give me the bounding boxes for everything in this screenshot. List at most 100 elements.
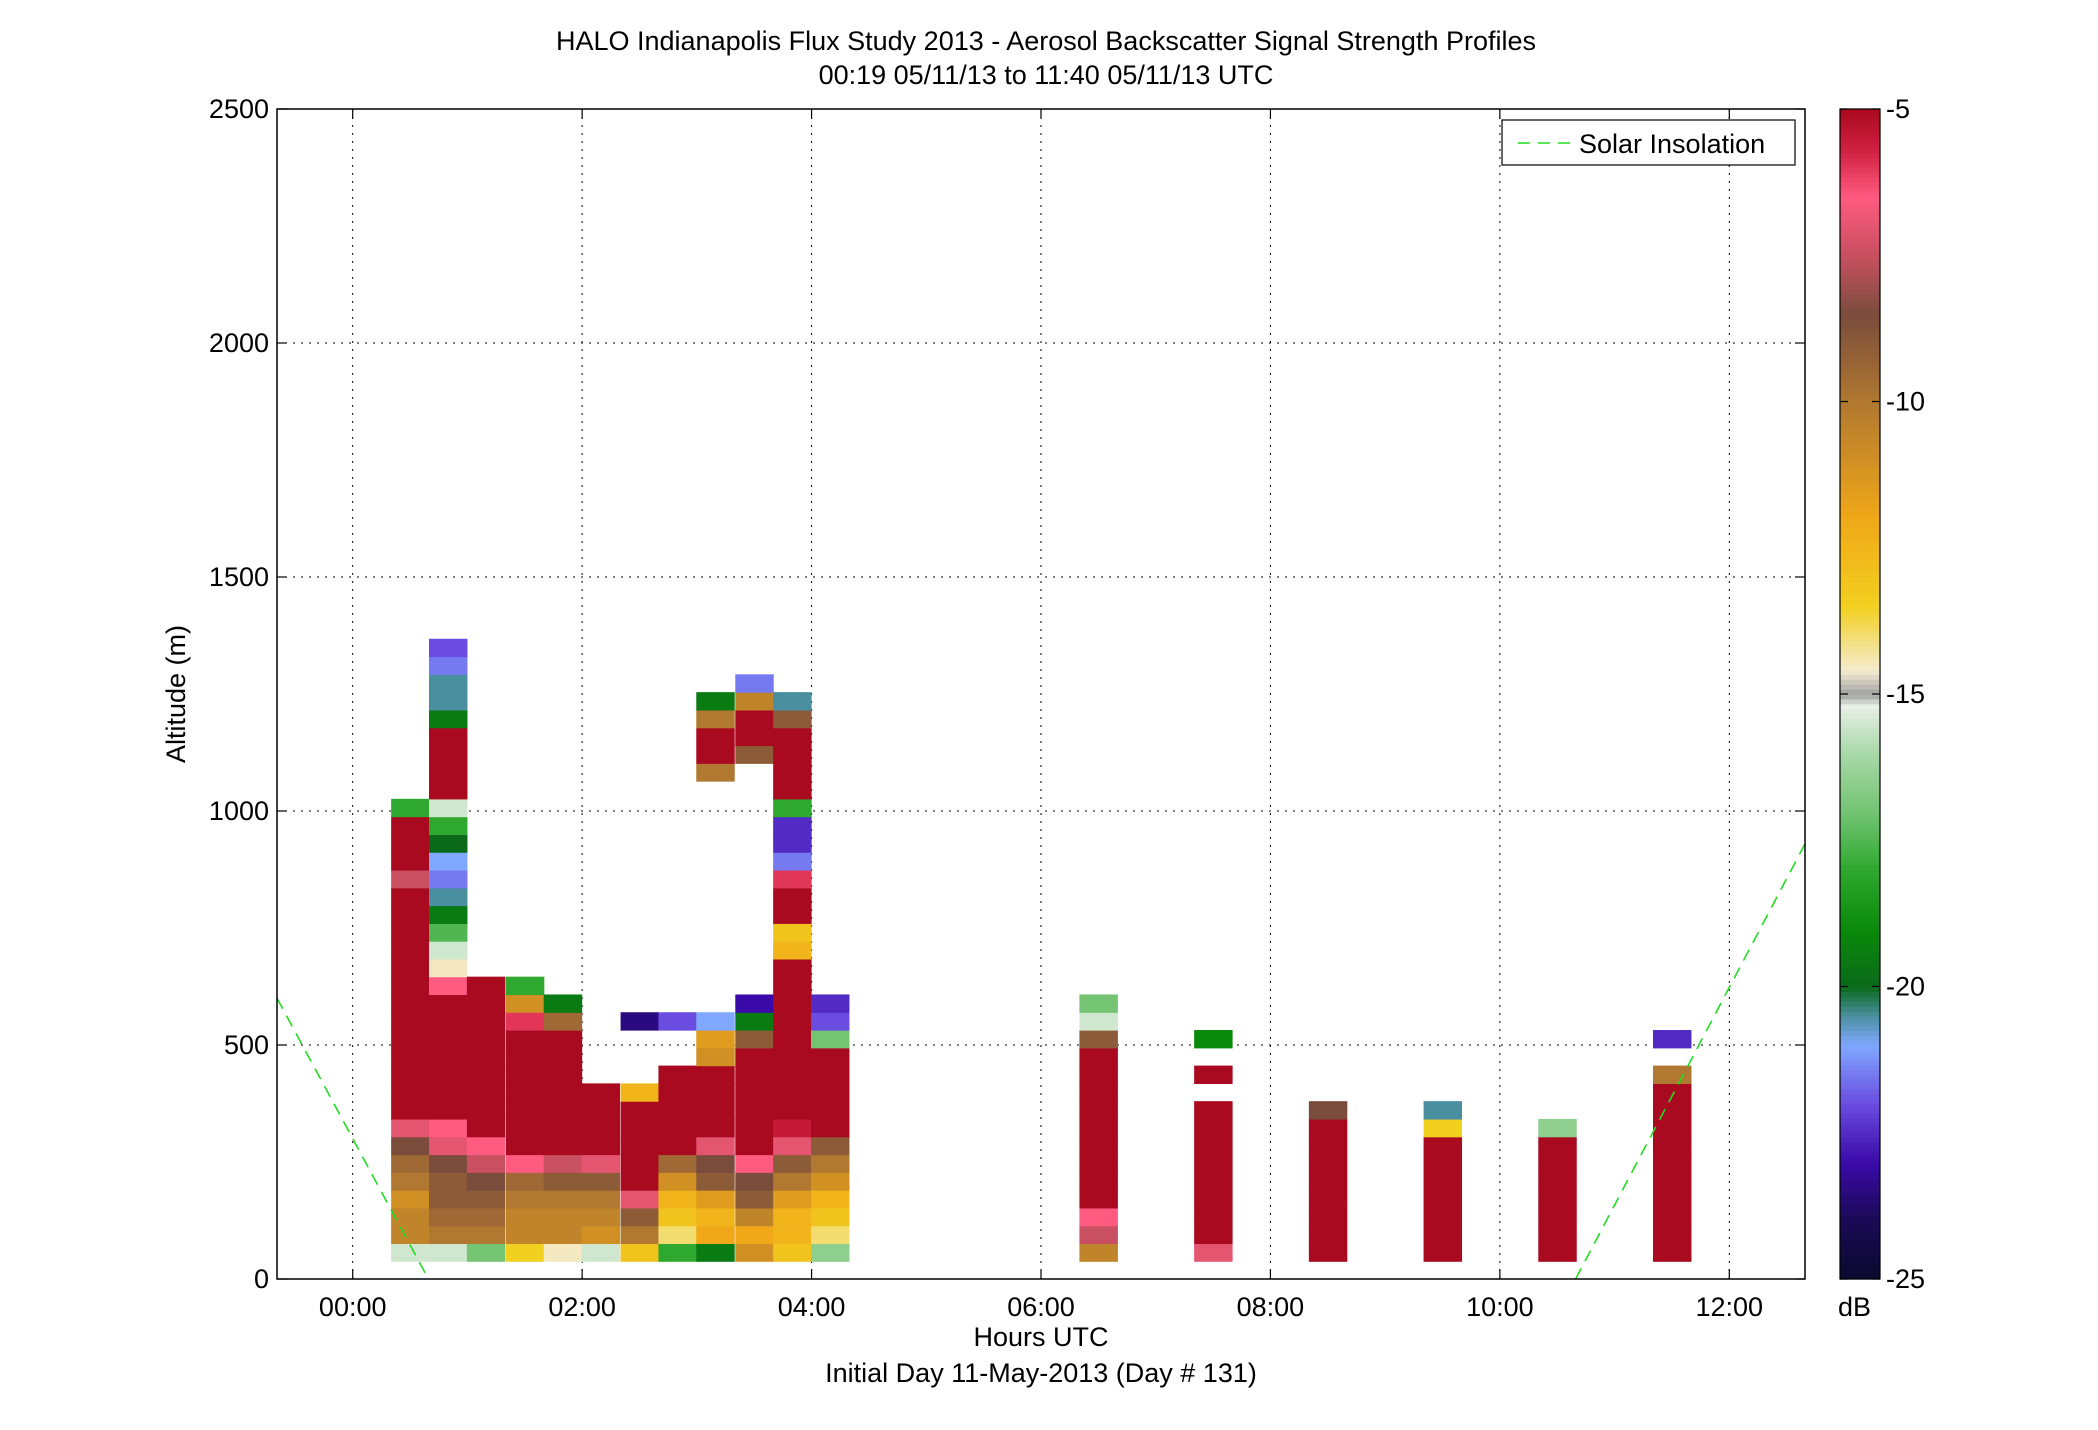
profile-cell: [466, 976, 506, 996]
colorbar-strip: [1840, 854, 1880, 861]
colorbar-strip: [1840, 971, 1880, 978]
profile-cell: [429, 763, 468, 782]
profile-cell: [696, 1190, 735, 1209]
colorbar-strip: [1840, 206, 1880, 212]
colorbar-strip: [1840, 903, 1880, 910]
profile-cell: [735, 1065, 774, 1084]
colorbar-strip: [1840, 299, 1880, 305]
profile-cell: [811, 1136, 850, 1156]
profile-cell: [773, 1154, 812, 1173]
profile-cell: [1538, 1225, 1577, 1245]
profile-cell: [391, 869, 430, 889]
colorbar-strip: [1840, 737, 1880, 744]
colorbar-strip: [1840, 952, 1880, 958]
profile-cell: [391, 976, 430, 996]
x-axis-label-secondary: Initial Day 11-May-2013 (Day # 131): [825, 1358, 1257, 1388]
colorbar-strip: [1840, 869, 1880, 875]
profile-cell: [773, 745, 812, 764]
colorbar-strip: [1840, 533, 1880, 539]
colorbar-strip: [1840, 323, 1880, 329]
profile-cell: [429, 1118, 468, 1138]
profile-cell: [429, 905, 468, 924]
colorbar-strip: [1840, 606, 1880, 612]
colorbar-strip: [1840, 172, 1880, 178]
profile-cell: [735, 1047, 774, 1067]
profile-cell: [1079, 1136, 1118, 1156]
profile-cell: [696, 1047, 735, 1067]
colorbar-strip: [1840, 357, 1880, 364]
profile-cell: [773, 1030, 812, 1049]
profile-cell: [391, 905, 430, 924]
profile-cell: [696, 1118, 735, 1138]
profile-cell: [1538, 1172, 1577, 1191]
profile-cell: [1538, 1243, 1577, 1262]
colorbar-strip: [1840, 133, 1880, 139]
legend-box: [1501, 119, 1796, 166]
profile-cell: [696, 1136, 735, 1156]
profile-cell: [620, 1172, 660, 1191]
profile-cell: [466, 1243, 506, 1262]
colorbar-strip: [1840, 294, 1880, 300]
profile-cell: [466, 1083, 506, 1102]
colorbar-strip: [1840, 1010, 1880, 1017]
colorbar-strip: [1840, 1079, 1880, 1085]
profile-cell: [1194, 1118, 1233, 1138]
colorbar-strip: [1840, 898, 1880, 905]
profile-cell: [773, 1065, 812, 1084]
colorbar-strip: [1840, 986, 1880, 992]
profile-cell: [466, 1225, 506, 1245]
colorbar-strip: [1840, 362, 1880, 368]
profile-cell: [773, 1207, 812, 1227]
profile-cell: [429, 1225, 468, 1245]
y-tick-label: 1000: [209, 796, 269, 826]
colorbar-strip: [1840, 918, 1880, 924]
colorbar-strip: [1840, 635, 1880, 641]
colorbar-strip: [1840, 508, 1880, 515]
profile-cell: [505, 1172, 545, 1191]
colorbar-strip: [1840, 386, 1880, 393]
colorbar-strip: [1840, 781, 1880, 788]
profile-cell: [620, 1118, 660, 1138]
profile-cell: [1423, 1101, 1463, 1120]
colorbar-strip: [1840, 157, 1880, 164]
profile-cell: [811, 1154, 850, 1173]
colorbar-strip: [1840, 859, 1880, 866]
profile-cell: [543, 1101, 583, 1120]
colorbar-strip: [1840, 1020, 1880, 1027]
colorbar-strip: [1840, 815, 1880, 822]
profile-cell: [429, 1030, 468, 1049]
profile-cell: [735, 1118, 774, 1138]
colorbar-strip: [1840, 1113, 1880, 1119]
colorbar-strip: [1840, 879, 1880, 885]
colorbar-strip: [1840, 1103, 1880, 1109]
colorbar-strip: [1840, 1269, 1880, 1275]
colorbar-strip: [1840, 279, 1880, 286]
profile-cell: [391, 1101, 430, 1120]
profile-cell: [1079, 1101, 1118, 1120]
colorbar-strip: [1840, 723, 1880, 729]
colorbar-strip: [1840, 523, 1880, 529]
profile-cell: [1079, 1012, 1118, 1031]
colorbar-strip: [1840, 791, 1880, 797]
colorbar-strip: [1840, 401, 1880, 407]
profile-cell: [773, 905, 812, 924]
colorbar-strip: [1840, 923, 1880, 929]
solar-insolation-lines: [276, 843, 1806, 1280]
profile-cell: [505, 1136, 545, 1156]
profile-cell: [429, 1207, 468, 1227]
profile-cell: [811, 1243, 850, 1262]
colorbar-strip: [1840, 226, 1880, 232]
colorbar-strip: [1840, 557, 1880, 563]
profile-cell: [696, 1172, 735, 1191]
profile-cell: [658, 1136, 697, 1156]
profile-cell: [391, 852, 430, 871]
colorbar-strip: [1840, 333, 1880, 339]
colorbar-strip: [1840, 1030, 1880, 1036]
colorbar-strip: [1840, 464, 1880, 471]
colorbar-strip: [1840, 1274, 1880, 1280]
profile-cell: [1423, 1154, 1463, 1173]
colorbar-strip: [1840, 123, 1880, 130]
colorbar-strip: [1840, 684, 1880, 690]
colorbar-strip: [1840, 118, 1880, 125]
colorbar-strip: [1840, 655, 1880, 661]
